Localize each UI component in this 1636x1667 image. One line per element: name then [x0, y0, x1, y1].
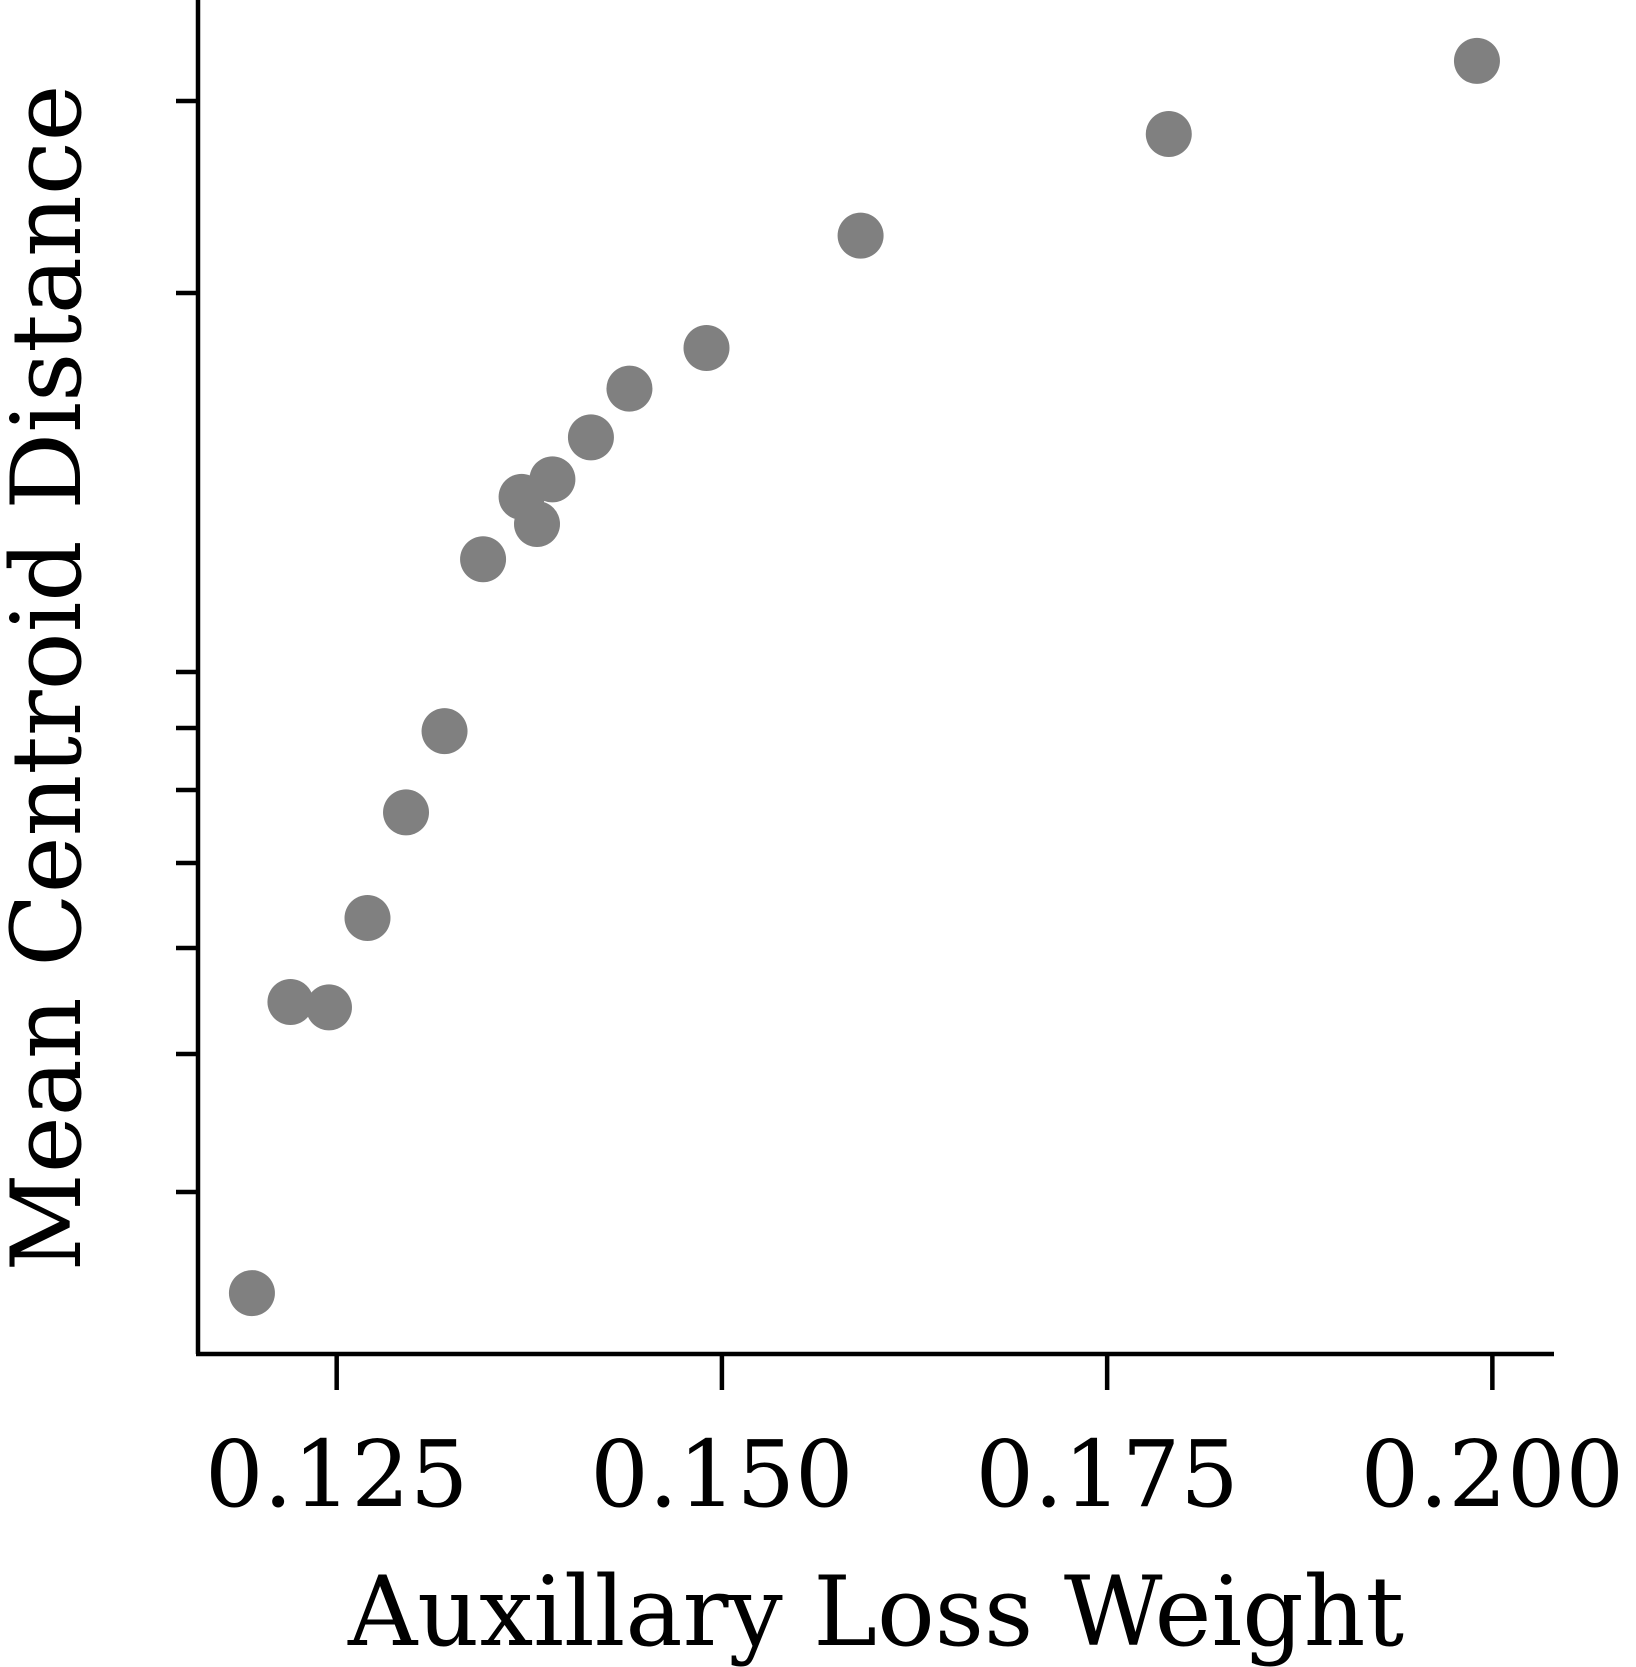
data-point: [683, 324, 730, 371]
data-point: [1145, 111, 1192, 158]
x-tick-label: 0.125: [205, 1421, 468, 1528]
data-point: [606, 365, 653, 412]
data-point: [305, 984, 352, 1031]
data-point: [460, 536, 507, 583]
y-axis-title: Mean Centroid Distance: [0, 85, 103, 1272]
y-axis-ticks: [176, 98, 198, 1195]
data-point: [267, 978, 314, 1025]
data-point: [567, 414, 614, 461]
data-points: [228, 37, 1500, 1317]
x-axis-title: Auxillary Loss Weight: [347, 1556, 1404, 1667]
data-point: [228, 1270, 275, 1317]
x-tick-label: 0.200: [1361, 1421, 1624, 1528]
data-point: [1453, 37, 1500, 84]
x-axis-ticks: 0.125 0.150 0.175 0.200: [205, 1354, 1624, 1528]
data-point: [421, 708, 468, 755]
data-point: [514, 500, 560, 547]
data-point: [344, 895, 391, 942]
data-point: [383, 789, 430, 836]
data-point: [837, 212, 884, 259]
x-tick-label: 0.150: [590, 1421, 853, 1528]
x-tick-label: 0.175: [975, 1421, 1238, 1528]
data-point: [529, 456, 576, 503]
